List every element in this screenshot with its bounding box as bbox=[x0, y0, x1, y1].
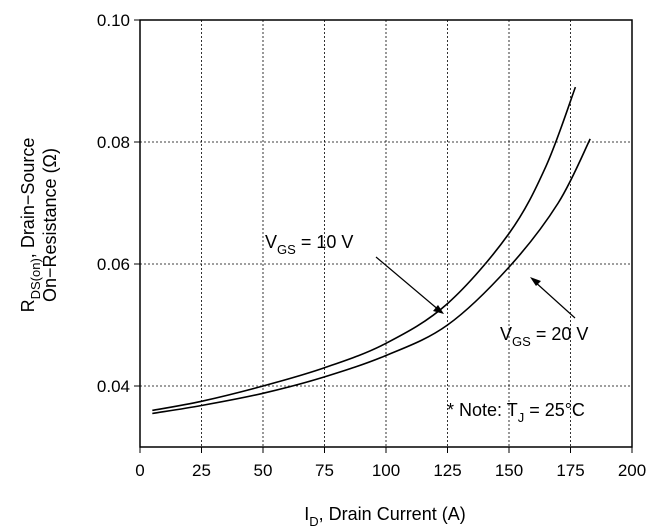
x-tick-label: 0 bbox=[135, 461, 144, 480]
y-axis-title-line1: RDS(on), Drain−Source bbox=[18, 138, 43, 313]
y-tick-label: 0.06 bbox=[97, 255, 130, 274]
label-vgs10: VGS = 10 V bbox=[265, 232, 353, 257]
arrow-vgs10 bbox=[375, 256, 441, 312]
arrow-vgs20-head bbox=[530, 277, 541, 286]
label-vgs20: VGS = 20 V bbox=[500, 324, 588, 349]
y-tick-label: 0.10 bbox=[97, 11, 130, 30]
arrow-vgs10-head bbox=[433, 305, 444, 314]
x-tick-label: 25 bbox=[192, 461, 211, 480]
y-tick-label: 0.04 bbox=[97, 377, 130, 396]
arrow-vgs20 bbox=[533, 280, 576, 319]
y-tick-label: 0.08 bbox=[97, 133, 130, 152]
annotation-arrows bbox=[375, 256, 576, 319]
x-tick-label: 200 bbox=[618, 461, 646, 480]
x-axis-title: ID, Drain Current (A) bbox=[304, 504, 465, 529]
x-tick-label: 75 bbox=[315, 461, 334, 480]
x-tick-label: 100 bbox=[372, 461, 400, 480]
series-lines bbox=[152, 86, 591, 415]
x-tick-labels: 0 25 50 75 100 125 150 175 200 bbox=[135, 461, 646, 480]
y-tick-labels: 0.04 0.06 0.08 0.10 bbox=[97, 11, 130, 396]
x-tick-label: 125 bbox=[433, 461, 461, 480]
y-axis-title-line2: On−Resistance (Ω) bbox=[40, 148, 60, 302]
series-line-vgs-20v bbox=[152, 138, 591, 415]
grid-lines bbox=[140, 20, 632, 447]
x-tick-label: 150 bbox=[495, 461, 523, 480]
x-tick-label: 50 bbox=[254, 461, 273, 480]
note-tj: * Note: TJ = 25°C bbox=[447, 400, 585, 425]
axis-ticks bbox=[134, 19, 633, 453]
series-line-vgs-10v bbox=[152, 86, 577, 412]
x-tick-label: 175 bbox=[556, 461, 584, 480]
